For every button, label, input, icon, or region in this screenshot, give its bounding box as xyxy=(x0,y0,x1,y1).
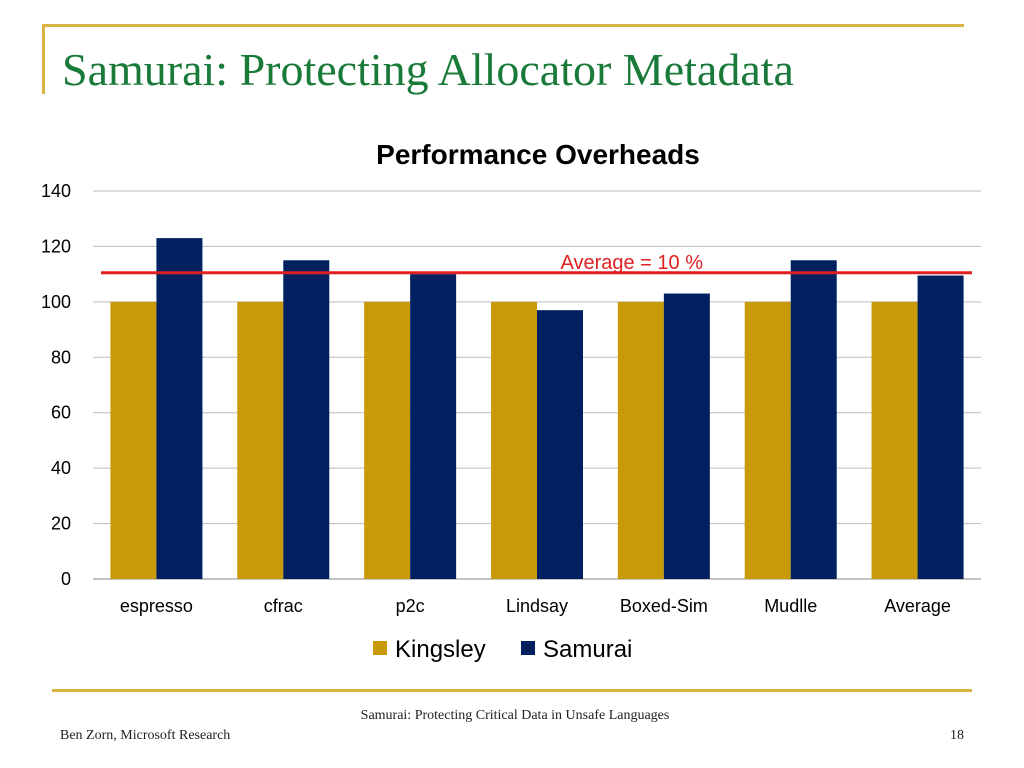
x-tick-label: Boxed-Sim xyxy=(620,596,708,616)
legend-swatch-kingsley xyxy=(373,641,387,655)
bar-kingsley-cfrac xyxy=(237,301,284,579)
legend-swatch-samurai xyxy=(521,641,535,655)
bar-samurai-mudlle xyxy=(790,260,837,579)
x-tick-label: Mudlle xyxy=(764,596,817,616)
legend-label-kingsley: Kingsley xyxy=(395,636,486,663)
y-tick-label: 80 xyxy=(51,347,71,367)
bar-kingsley-average xyxy=(871,301,918,579)
y-tick-label: 140 xyxy=(41,181,71,201)
slide-title: Samurai: Protecting Allocator Metadata xyxy=(62,44,794,95)
chart-legend: Kingsley Samurai xyxy=(373,636,632,663)
x-tick-label: Lindsay xyxy=(506,596,568,616)
x-axis-ticks: espresso cfrac p2c Lindsay Boxed-Sim Mudlle Av… xyxy=(120,596,951,616)
bar-samurai-boxed-sim xyxy=(663,293,710,579)
title-frame-top xyxy=(42,24,964,27)
footer-author: Ben Zorn, Microsoft Research xyxy=(60,728,231,743)
y-tick-label: 40 xyxy=(51,458,71,478)
y-tick-label: 0 xyxy=(61,569,71,589)
x-tick-label: espresso xyxy=(120,596,193,616)
bar-kingsley-boxed-sim xyxy=(617,301,664,579)
legend-label-samurai: Samurai xyxy=(543,636,632,663)
y-tick-label: 60 xyxy=(51,403,71,423)
performance-chart: Performance Overheads 0 20 40 60 80 100 120 140… xyxy=(41,139,981,663)
reference-line-label: Average = 10 % xyxy=(560,252,703,274)
bar-samurai-p2c xyxy=(410,274,457,579)
y-tick-label: 100 xyxy=(41,292,71,312)
bar-kingsley-mudlle xyxy=(744,301,791,579)
bar-kingsley-lindsay xyxy=(491,301,537,579)
y-tick-label: 120 xyxy=(41,236,71,256)
bar-kingsley-espresso xyxy=(110,301,157,579)
footer-talk-title: Samurai: Protecting Critical Data in Uns… xyxy=(360,708,670,723)
reference-line-group: Average = 10 % xyxy=(101,252,972,275)
x-tick-label: cfrac xyxy=(264,596,303,616)
footer-rule xyxy=(52,689,972,692)
chart-bars xyxy=(110,238,964,579)
bar-kingsley-p2c xyxy=(364,301,411,579)
x-tick-label: Average xyxy=(884,596,951,616)
bar-samurai-average xyxy=(917,275,964,579)
chart-title: Performance Overheads xyxy=(376,139,700,170)
title-frame-left xyxy=(42,24,45,94)
y-tick-label: 20 xyxy=(51,514,71,534)
y-axis-ticks: 0 20 40 60 80 100 120 140 xyxy=(41,181,71,589)
bar-samurai-lindsay xyxy=(537,310,583,579)
bar-samurai-cfrac xyxy=(283,260,330,579)
page-number: 18 xyxy=(950,728,964,743)
bar-samurai-espresso xyxy=(156,238,203,579)
x-tick-label: p2c xyxy=(396,596,425,616)
